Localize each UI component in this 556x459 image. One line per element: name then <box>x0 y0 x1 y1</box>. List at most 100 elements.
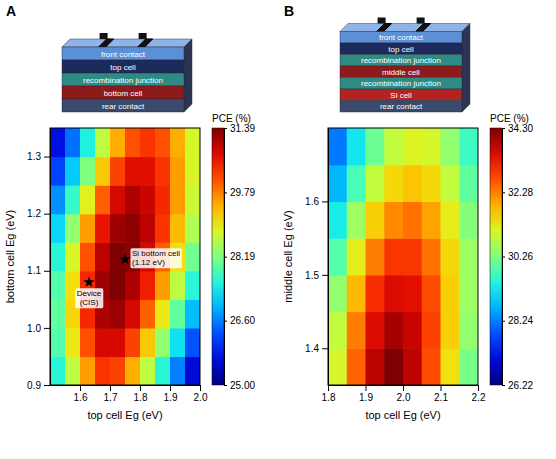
schematic-layer <box>340 55 462 67</box>
tick: 1.3 <box>27 151 50 162</box>
tick-mark <box>224 321 227 322</box>
heatmap-cell <box>384 348 403 385</box>
heatmap-cell <box>403 348 422 385</box>
heatmap-cell <box>125 356 141 385</box>
heatmap-cell <box>441 348 460 385</box>
schematic-layer-label: top cell <box>388 45 414 54</box>
heatmap-cell <box>65 328 81 357</box>
heatmap-cell <box>50 242 66 271</box>
schematic-layer <box>340 32 462 44</box>
heatmap-cell <box>140 356 156 385</box>
tick-mark <box>44 328 50 329</box>
heatmap-cell <box>125 328 141 357</box>
figure: A1.61.71.81.92.00.91.01.11.21.3top cell … <box>0 0 556 459</box>
tick-mark <box>403 385 404 391</box>
colorbar <box>490 128 502 385</box>
heatmap-cell <box>110 356 126 385</box>
heatmap-cell <box>459 348 478 385</box>
heatmap-cell <box>125 271 141 300</box>
y-axis: 1.41.51.6 <box>305 129 328 386</box>
heatmap-cell <box>155 271 171 300</box>
heatmap-cell <box>50 128 66 157</box>
heatmap-cell <box>170 299 186 328</box>
heatmap-cell <box>366 128 385 165</box>
schematic-side-face <box>462 24 470 113</box>
tick-label: 30.26 <box>508 251 533 262</box>
label-background <box>75 288 103 308</box>
heatmap-cell <box>366 238 385 275</box>
colorbar-axis: 25.0026.6028.1929.7931.39 <box>224 123 255 391</box>
tick: 32.28 <box>502 187 533 198</box>
tick-mark <box>502 385 505 386</box>
y-axis-title: middle cell Eg (eV) <box>282 210 294 302</box>
heatmap-cell <box>140 328 156 357</box>
heatmap-cell <box>50 271 66 300</box>
heatmap-cell <box>80 128 96 157</box>
tick: 30.26 <box>502 251 533 262</box>
x-axis: 1.61.71.81.92.0 <box>51 385 208 403</box>
tick: 1.6 <box>74 385 88 403</box>
heatmap-cell <box>185 214 200 243</box>
heatmap-cell <box>459 201 478 238</box>
tick-mark <box>366 385 367 391</box>
heatmap-cell <box>125 214 141 243</box>
heatmap-cell <box>403 201 422 238</box>
heatmap-cell <box>140 157 156 186</box>
schematic-layer <box>340 43 462 55</box>
heatmap-cell <box>80 185 96 214</box>
heatmap-cell <box>65 128 81 157</box>
heatmap-cell <box>403 165 422 202</box>
schematic-layer-label: Si cell <box>390 91 412 100</box>
tick: 1.1 <box>27 265 50 276</box>
heatmap-cell <box>403 128 422 165</box>
tick-mark <box>502 192 505 193</box>
tick-label: 1.9 <box>164 392 178 403</box>
tick-mark <box>224 257 227 258</box>
heatmap-cell <box>459 165 478 202</box>
tick: 34.30 <box>502 123 533 134</box>
tick-mark <box>322 275 328 276</box>
colorbar-title: PCE (%) <box>490 113 529 124</box>
heatmap-cell <box>65 242 81 271</box>
heatmap-cell <box>347 201 366 238</box>
heatmap-cell <box>459 128 478 165</box>
heatmap-cell <box>140 185 156 214</box>
tick-label: 32.28 <box>508 187 533 198</box>
annotation-label: Si bottom cell(1.12 eV) <box>132 249 180 267</box>
tick: 0.9 <box>27 380 50 391</box>
heatmap-cell <box>441 128 460 165</box>
plot-frame <box>50 128 200 385</box>
schematic-layer-label: rear contact <box>102 102 145 111</box>
annotation-marker <box>119 253 130 264</box>
heatmap-cell <box>110 242 126 271</box>
heatmap-cell <box>403 275 422 312</box>
tick-label: 34.30 <box>508 123 533 134</box>
annotation: Si bottom cell(1.12 eV) <box>131 248 182 268</box>
tick-label: 1.4 <box>305 343 319 354</box>
heatmap-cell <box>155 356 171 385</box>
plot-area <box>50 128 200 385</box>
device-schematic: front contacttop cellrecombination junct… <box>62 33 192 112</box>
tick-label: 26.22 <box>508 380 533 391</box>
heatmap-cell <box>170 128 186 157</box>
tick-label: 1.6 <box>74 392 88 403</box>
heatmap-cell <box>328 238 347 275</box>
heatmap-cell <box>155 214 171 243</box>
tick-mark <box>224 128 227 129</box>
heatmap-cell <box>185 328 200 357</box>
heatmap-cell <box>422 238 441 275</box>
heatmap-cell <box>170 157 186 186</box>
heatmap-cell <box>347 238 366 275</box>
heatmap-cell <box>125 185 141 214</box>
heatmap-cell <box>65 214 81 243</box>
tick-label: 1.7 <box>104 392 118 403</box>
heatmap-cell <box>95 128 111 157</box>
heatmap-cell <box>140 214 156 243</box>
heatmap-cell <box>328 275 347 312</box>
heatmap-cell <box>384 312 403 349</box>
schematic-layer-label: front contact <box>101 50 146 59</box>
schematic-layer-label: recombination junction <box>361 79 441 88</box>
heatmap-cell <box>155 328 171 357</box>
tick: 1.4 <box>305 343 328 354</box>
heatmap-cell <box>155 185 171 214</box>
